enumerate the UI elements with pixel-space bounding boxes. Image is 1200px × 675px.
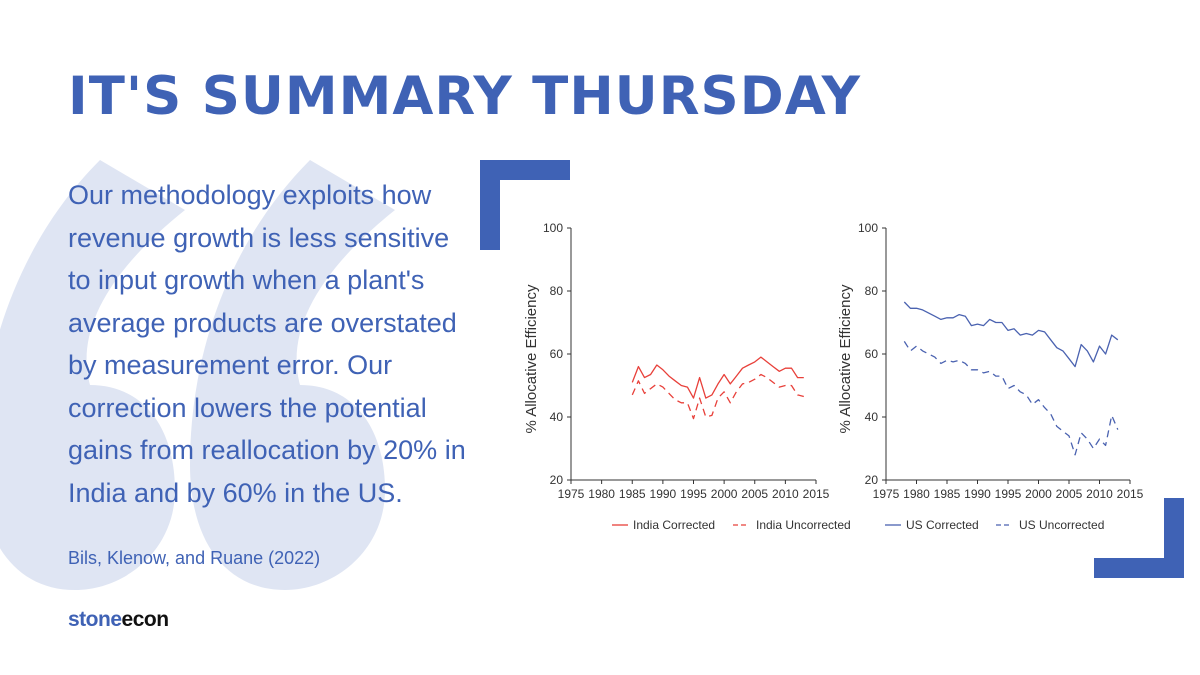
india-y-tick-label: 80 [550,284,564,298]
us-y-tick-label: 60 [865,347,879,361]
us-x-tick-label: 2010 [1086,487,1113,501]
us-y-axis-label: % Allocative Efficiency [837,284,854,433]
series-line-india-corrected [631,356,804,399]
decor-bracket-bottom-right [1094,498,1184,578]
india-x-tick-label: 1985 [619,487,646,501]
india-x-tick-label: 2010 [772,487,799,501]
india-x-tick-label: 1990 [650,487,677,501]
us-y-tick-label: 20 [865,473,879,487]
legend-label-us-uncorrected: US Uncorrected [1019,518,1104,532]
legend-label-india-uncorrected: India Uncorrected [756,518,851,532]
quote-mark-icon [0,160,395,590]
us-x-tick-label: 1995 [995,487,1022,501]
quote-citation: Bils, Klenow, and Ruane (2022) [68,548,321,568]
us-x-tick-label: 2015 [1117,487,1144,501]
quote-text: Our methodology exploits how revenue gro… [68,180,466,508]
series-line-us-uncorrected [903,341,1119,456]
brand-logo: stoneecon [68,608,169,632]
india-x-tick-label: 1975 [558,487,585,501]
us-x-tick-label: 1985 [934,487,961,501]
legend-label-india-corrected: India Corrected [633,518,715,532]
us-x-tick-label: 2005 [1056,487,1083,501]
brand-logo-part2: econ [121,608,170,631]
us-x-tick-label: 2000 [1025,487,1052,501]
us-x-tick-label: 1975 [873,487,900,501]
india-y-tick-label: 40 [550,410,564,424]
india-x-tick-label: 2015 [803,487,830,501]
india-x-tick-label: 1980 [588,487,615,501]
india-x-tick-label: 1995 [680,487,707,501]
india-x-tick-label: 2000 [711,487,738,501]
india-y-tick-label: 20 [550,473,564,487]
us-y-tick-label: 80 [865,284,879,298]
india-y-axis-label: % Allocative Efficiency [523,284,540,433]
us-y-tick-label: 100 [858,221,878,235]
series-line-us-corrected [903,301,1119,368]
legend-label-us-corrected: US Corrected [906,518,979,532]
india-y-tick-label: 60 [550,347,564,361]
us-x-tick-label: 1980 [903,487,930,501]
us-y-tick-label: 40 [865,410,879,424]
page-title: IT'S SUMMARY THURSDAY [68,66,862,127]
india-x-tick-label: 2005 [741,487,768,501]
series-line-india-uncorrected [631,373,804,420]
decor-bracket-top-left [480,160,570,250]
brand-logo-part1: stone [68,608,122,631]
india-y-tick-label: 100 [543,221,563,235]
us-x-tick-label: 1990 [964,487,991,501]
